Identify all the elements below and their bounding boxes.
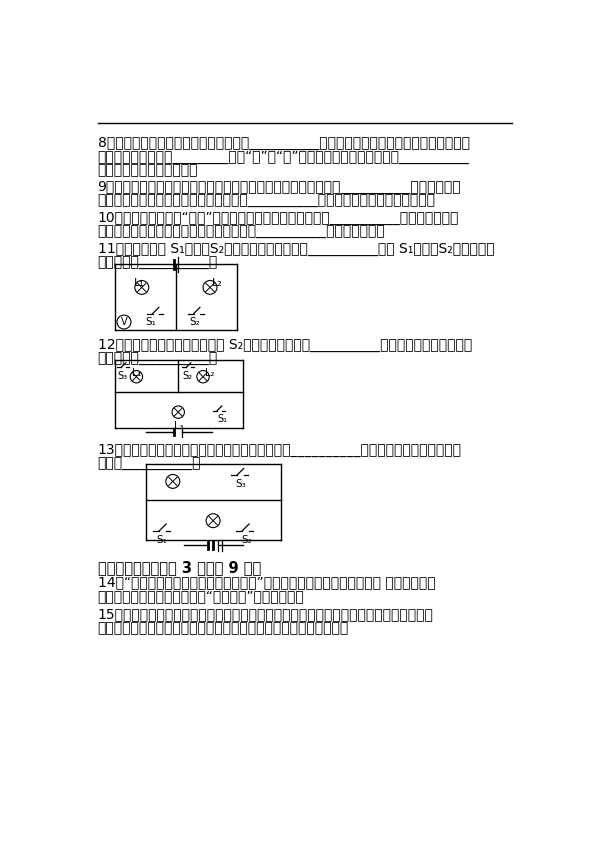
Text: S₁: S₁ xyxy=(146,317,156,328)
Text: 温度高于郊区。请你分析城市“热岛效应”的主要原因？: 温度高于郊区。请你分析城市“热岛效应”的主要原因？ xyxy=(98,589,305,603)
Text: 13．如图电路中，要使两灯泡串联，应该闭合开关__________；要使两灯泡并联，应该闭: 13．如图电路中，要使两灯泡串联，应该闭合开关__________；要使两灯泡并… xyxy=(98,443,462,457)
Text: 合开关__________。: 合开关__________。 xyxy=(98,456,201,471)
Circle shape xyxy=(117,315,131,329)
Text: L₁: L₁ xyxy=(131,368,141,378)
Text: 现象（填物态变化名称）。: 现象（填物态变化名称）。 xyxy=(98,163,198,178)
Text: 清晨起床哈到窗户的________（填“内”或“外”）表面有白色的冰花，这是__________: 清晨起床哈到窗户的________（填“内”或“外”）表面有白色的冰花，这是__… xyxy=(98,150,469,163)
Text: S₁: S₁ xyxy=(217,414,227,424)
Text: 产实际，提出合理利用和保护水资源的具体措施（要求写出两条）。: 产实际，提出合理利用和保护水资源的具体措施（要求写出两条）。 xyxy=(98,621,349,636)
Text: 三、简答题：（每题 3 分，共 9 分）: 三、简答题：（每题 3 分，共 9 分） xyxy=(98,560,261,575)
Text: 8．早晨，室外的花草上的小露珠，这是__________现象（填物态变化名称）；寒冷的冬天，: 8．早晨，室外的花草上的小露珠，这是__________现象（填物态变化名称）；… xyxy=(98,136,469,150)
Text: 压表测的是__________。: 压表测的是__________。 xyxy=(98,256,218,269)
Text: L₃: L₃ xyxy=(174,421,183,430)
Text: 9．改变物体内能的方式有两种：饮料放进冰筱后温度降低，是用__________的方式减少饮: 9．改变物体内能的方式有两种：饮料放进冰筱后温度降低，是用__________的… xyxy=(98,180,461,195)
Text: L₂: L₂ xyxy=(205,368,214,378)
Text: 11．如图电路中 S₁断开、S₂闭合时，电压表测的是__________；当 S₁闭合、S₂断开时，电: 11．如图电路中 S₁断开、S₂闭合时，电压表测的是__________；当 S… xyxy=(98,242,494,256)
Text: 15．我国是严重缺水国家，合理利用和保护水资源是每个公民的责任。请你结合生活和生: 15．我国是严重缺水国家，合理利用和保护水资源是每个公民的责任。请你结合生活和生 xyxy=(98,608,434,621)
Text: S₁: S₁ xyxy=(156,535,167,545)
Text: L₂: L₂ xyxy=(212,278,223,288)
Text: S₂: S₂ xyxy=(190,317,201,328)
Text: 14．“城市尚余三伏热，秋光先到野人家”，说明在陆游那个时代，人们就 已觉察到城市: 14．“城市尚余三伏热，秋光先到野人家”，说明在陆游那个时代，人们就 已觉察到城… xyxy=(98,575,436,589)
Text: S₂: S₂ xyxy=(241,535,252,545)
Text: L₁: L₁ xyxy=(134,278,145,288)
Text: V: V xyxy=(121,317,127,327)
Text: 料的内能；在汽油机压缩冲程中，是通过__________的方式增加燃料混合物的内能。: 料的内能；在汽油机压缩冲程中，是通过__________的方式增加燃料混合物的内… xyxy=(98,195,436,208)
Text: 发光的灯是__________。: 发光的灯是__________。 xyxy=(98,352,218,366)
Text: 10．我国北方供热的“暖气”用水作介质，这主要是因为水的__________大；用棉球在小: 10．我国北方供热的“暖气”用水作介质，这主要是因为水的__________大；… xyxy=(98,211,459,225)
Text: 12．如图电路中，当只闭合开关 S₂时，能发光的灯有__________，当开关全部闭合时，能: 12．如图电路中，当只闭合开关 S₂时，能发光的灯有__________，当开关… xyxy=(98,338,472,352)
Text: S₃: S₃ xyxy=(117,371,127,381)
Text: S₃: S₃ xyxy=(236,479,246,489)
Text: S₂: S₂ xyxy=(182,371,192,381)
Text: 孩的额头上擦些酒精退烧，主要是因为酒精__________时要吸收热量。: 孩的额头上擦些酒精退烧，主要是因为酒精__________时要吸收热量。 xyxy=(98,225,386,239)
